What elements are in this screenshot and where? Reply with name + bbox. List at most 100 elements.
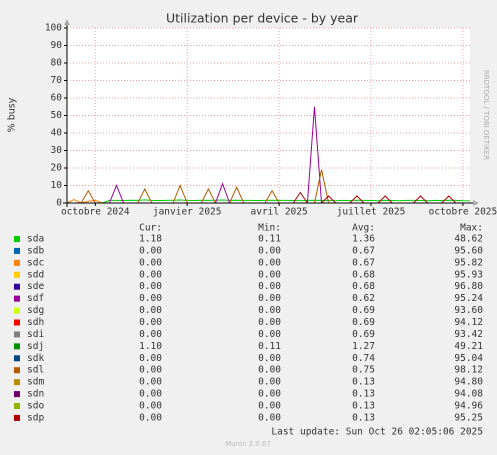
legend-name: sde: [27, 281, 44, 292]
x-tick-label: octobre 2024: [61, 207, 130, 218]
legend-stat: 1.18: [139, 234, 162, 245]
legend-name: sdi: [27, 329, 44, 340]
legend-stat: 0.68: [352, 269, 375, 280]
legend-stat: 0.67: [352, 245, 375, 256]
legend-stat: 95.24: [454, 293, 483, 304]
legend-stat: 0.74: [352, 353, 375, 364]
legend-header: Min:: [258, 223, 281, 234]
legend-swatch: [14, 343, 20, 350]
legend-stat: 0.00: [258, 317, 281, 328]
legend-stat: 0.00: [258, 389, 281, 400]
series-line: [67, 199, 471, 204]
legend-swatch: [14, 259, 20, 266]
y-tick-label: 60: [51, 93, 63, 104]
legend-stat: 96.80: [454, 281, 483, 292]
y-tick-label: 20: [51, 163, 63, 174]
legend-stat: 94.96: [454, 401, 483, 412]
legend-name: sdl: [27, 365, 44, 376]
legend-stat: 0.00: [258, 353, 281, 364]
y-tick-label: 80: [51, 58, 63, 69]
legend-swatch: [14, 367, 20, 374]
legend-stat: 1.27: [352, 341, 375, 352]
legend-stat: 0.00: [258, 401, 281, 412]
legend-stat: 0.00: [139, 412, 162, 423]
legend-stat: 0.11: [258, 234, 281, 245]
legend-stat: 48.62: [454, 234, 483, 245]
legend-stat: 0.00: [139, 269, 162, 280]
y-axis-label: % busy: [7, 97, 18, 132]
legend-stat: 0.00: [139, 389, 162, 400]
legend-stat: 98.12: [454, 365, 483, 376]
legend-name: sdm: [27, 377, 44, 388]
grid: 0 10 20 30 40 50 60 70 80 90 100 octobre 2024 janvie…: [45, 23, 497, 218]
legend-swatch: [14, 414, 20, 421]
legend-name: sdk: [27, 353, 44, 364]
legend-swatch: [14, 355, 20, 362]
legend-stat: 0.00: [139, 281, 162, 292]
legend: Cur: Min: Avg: Max: sda 1.18 0.11 1.36 48.62 sdb 0…: [14, 223, 483, 423]
legend-stat: 0.69: [352, 305, 375, 316]
legend-stat: 0.00: [139, 245, 162, 256]
legend-name: sdp: [27, 412, 44, 423]
legend-stat: 0.00: [139, 365, 162, 376]
legend-header: Cur:: [139, 223, 162, 234]
legend-stat: 0.00: [139, 377, 162, 388]
legend-name: sdb: [27, 245, 44, 256]
y-axis-arrow: [64, 19, 70, 25]
x-tick-label: octobre 2025: [429, 207, 497, 218]
side-label: RRDTOOL / TOBI OETIKER: [482, 70, 490, 160]
legend-swatch: [14, 247, 20, 254]
legend-swatch: [14, 271, 20, 278]
x-tick-label: juillet 2025: [337, 207, 406, 218]
legend-swatch: [14, 403, 20, 410]
legend-swatch: [14, 307, 20, 314]
legend-stat: 94.08: [454, 389, 483, 400]
legend-stat: 95.04: [454, 353, 483, 364]
x-tick-label: avril 2025: [251, 207, 308, 218]
legend-stat: 0.13: [352, 401, 375, 412]
legend-name: sdn: [27, 389, 44, 400]
legend-stat: 1.36: [352, 234, 375, 245]
legend-stat: 0.00: [139, 257, 162, 268]
legend-stat: 0.75: [352, 365, 375, 376]
legend-name: sdh: [27, 317, 44, 328]
legend-stat: 95.60: [454, 245, 483, 256]
legend-swatch: [14, 283, 20, 290]
y-tick-label: 100: [45, 23, 62, 34]
legend-swatch: [14, 319, 20, 326]
legend-stat: 0.00: [258, 281, 281, 292]
x-axis-arrow: [473, 200, 479, 206]
legend-stat: 0.62: [352, 293, 375, 304]
legend-stat: 0.00: [258, 365, 281, 376]
legend-stat: 0.11: [258, 341, 281, 352]
legend-stat: 0.00: [139, 353, 162, 364]
axes: [63, 19, 479, 207]
legend-name: sdg: [27, 305, 44, 316]
legend-name: sdj: [27, 341, 44, 352]
legend-stat: 0.00: [258, 269, 281, 280]
legend-stat: 0.00: [258, 412, 281, 423]
y-tick-label: 70: [51, 75, 63, 86]
legend-stat: 49.21: [454, 341, 483, 352]
footer: Munin 2.0.67: [225, 440, 271, 448]
legend-stat: 0.00: [139, 293, 162, 304]
legend-stat: 0.69: [352, 317, 375, 328]
legend-header: Max:: [460, 223, 483, 234]
legend-stat: 0.13: [352, 377, 375, 388]
legend-swatch: [14, 236, 20, 242]
legend-stat: 0.00: [258, 293, 281, 304]
chart-title: Utilization per device - by year: [166, 11, 359, 26]
legend-name: sdd: [27, 269, 44, 280]
legend-stat: 0.00: [139, 317, 162, 328]
legend-stat: 0.00: [258, 245, 281, 256]
y-tick-label: 40: [51, 128, 63, 139]
y-tick-label: 10: [51, 180, 63, 191]
legend-stat: 0.13: [352, 412, 375, 423]
legend-stat: 0.00: [139, 305, 162, 316]
x-tick-label: janvier 2025: [153, 207, 222, 218]
legend-swatch: [14, 295, 20, 302]
y-tick-label: 0: [56, 198, 62, 209]
legend-stat: 0.13: [352, 389, 375, 400]
legend-stat: 0.00: [258, 377, 281, 388]
